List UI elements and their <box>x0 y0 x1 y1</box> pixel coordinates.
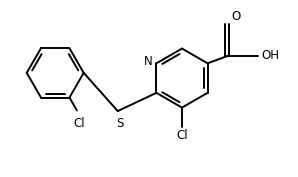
Text: Cl: Cl <box>73 117 85 130</box>
Text: O: O <box>232 10 241 22</box>
Text: S: S <box>116 117 123 130</box>
Text: Cl: Cl <box>176 130 188 142</box>
Text: OH: OH <box>261 49 279 62</box>
Text: N: N <box>144 55 152 68</box>
